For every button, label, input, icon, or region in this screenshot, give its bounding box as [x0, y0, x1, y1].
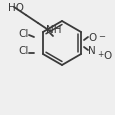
Text: +: + [96, 50, 102, 59]
Text: Cl: Cl [19, 29, 29, 39]
Text: NH: NH [46, 25, 61, 35]
Text: HO: HO [8, 3, 24, 13]
Text: O: O [102, 51, 110, 60]
Text: N: N [87, 46, 95, 56]
Text: −: − [97, 32, 104, 41]
Text: Cl: Cl [19, 46, 29, 56]
Text: O: O [87, 33, 95, 43]
